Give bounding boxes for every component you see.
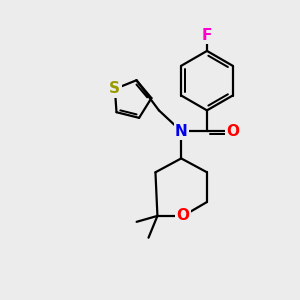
Text: N: N xyxy=(175,124,188,139)
Text: O: O xyxy=(226,124,239,139)
Text: F: F xyxy=(202,28,212,43)
Text: S: S xyxy=(110,82,120,97)
Text: O: O xyxy=(177,208,190,224)
